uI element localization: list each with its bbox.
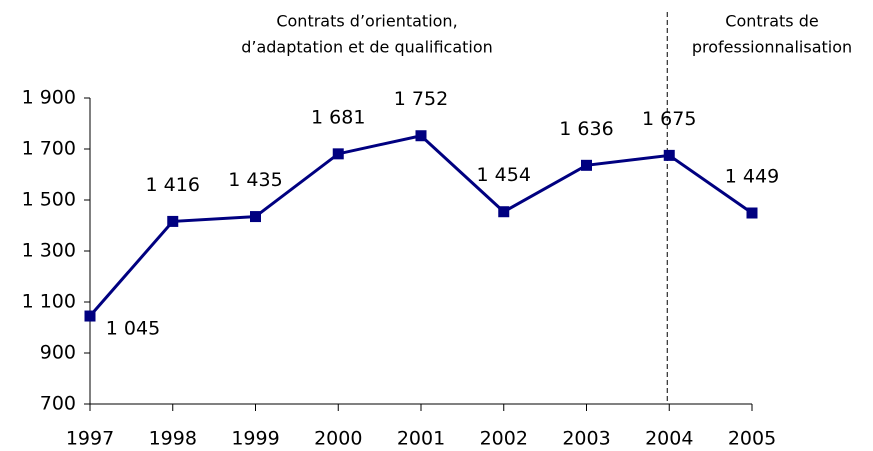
data-label: 1 416 [146,174,200,196]
y-tick-label: 1 300 [22,240,76,262]
x-tick-label: 2005 [728,428,776,450]
y-tick-label: 1 700 [22,138,76,160]
marker [663,149,675,161]
y-tick-label: 900 [40,342,76,364]
data-label: 1 045 [106,318,160,340]
annotation: professionnalisation [692,38,852,57]
x-tick-label: 2000 [314,428,362,450]
data-label: 1 449 [725,166,779,188]
x-tick-label: 1998 [149,428,197,450]
annotation: Contrats de [725,12,818,31]
x-tick-label: 2003 [562,428,610,450]
data-label: 1 636 [559,118,613,140]
marker [746,207,758,219]
data-label: 1 454 [477,164,531,186]
x-tick-label: 2002 [480,428,528,450]
x-tick-label: 2004 [645,428,693,450]
line [88,134,753,318]
marker [498,206,510,218]
y-tick-label: 1 500 [22,189,76,211]
marker [167,215,179,227]
y-tick-label: 1 100 [22,291,76,313]
y-tick-label: 700 [40,393,76,415]
marker [84,310,96,322]
marker [332,148,344,160]
annotation: d’adaptation et de qualification [241,38,493,57]
data-label: 1 752 [394,88,448,110]
x-tick-label: 2001 [397,428,445,450]
marker [415,130,427,142]
data-label: 1 435 [228,169,282,191]
data-label: 1 681 [311,106,365,128]
marker [250,211,261,223]
annotation: Contrats d’orientation, [276,12,457,31]
marker [581,159,592,171]
y-tick-label: 1 900 [22,87,76,109]
data-label: 1 675 [642,108,696,130]
x-tick-label: 1997 [66,428,114,450]
x-tick-label: 1999 [231,428,279,450]
